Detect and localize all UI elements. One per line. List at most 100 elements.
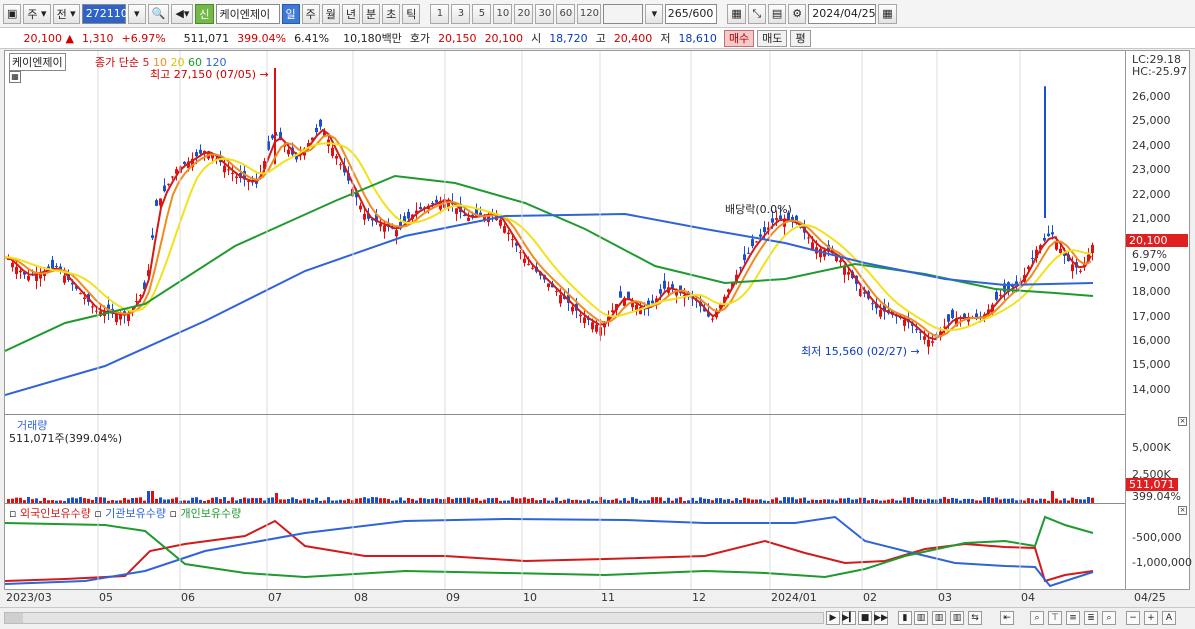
search-icon[interactable]: ⌕ [1030, 611, 1044, 625]
tab-day[interactable]: 일 [281, 3, 300, 24]
panel-divider[interactable] [5, 503, 1125, 504]
chart-type-icon[interactable]: ▦ [727, 3, 746, 24]
x-label: 2024/01 [771, 591, 817, 604]
period-60[interactable]: 60 [556, 3, 576, 24]
candle-body [595, 324, 598, 332]
volume-bar [839, 498, 842, 503]
volume-bar [55, 500, 58, 503]
chart-bars-icon[interactable]: ▥ [932, 611, 946, 625]
volume-bar [215, 497, 218, 503]
average-button[interactable]: 평 [790, 29, 811, 47]
collapse-icon[interactable]: ⇤ [1000, 611, 1014, 625]
candle-body [455, 208, 458, 214]
candle-body [531, 267, 534, 269]
lines-icon[interactable]: ≡ [1066, 611, 1080, 625]
panel-divider[interactable] [5, 414, 1125, 415]
period-20[interactable]: 20 [514, 3, 534, 24]
volume-bar [139, 497, 142, 503]
search-icon[interactable]: 🔍 [147, 3, 170, 24]
panel-close-icon[interactable]: × [1178, 417, 1187, 426]
scrollbar-track[interactable] [4, 612, 824, 624]
volume-bar [635, 498, 638, 503]
zoom-in-icon[interactable]: + [1144, 611, 1158, 625]
candle-body [467, 217, 470, 221]
zoom-out-icon[interactable]: − [1126, 611, 1140, 625]
candle-body [1035, 249, 1038, 259]
pin-icon[interactable]: ⊤ [1048, 611, 1062, 625]
tab-week[interactable]: 주 [301, 3, 320, 24]
tab-year[interactable]: 년 [341, 3, 361, 24]
tab-minute[interactable]: 분 [362, 3, 381, 24]
period-1[interactable]: 1 [430, 3, 450, 24]
all-select[interactable]: 전 ▾ [52, 3, 80, 24]
table-icon[interactable]: ▦ [9, 71, 21, 83]
chart-bars-icon[interactable]: ▥ [914, 611, 928, 625]
tab-second[interactable]: 초 [382, 3, 401, 24]
volume-bar [951, 497, 954, 503]
stop-icon[interactable]: ■ [858, 611, 872, 625]
stock-name-tag[interactable]: 케이엔제이 [9, 53, 66, 71]
candle-body [403, 216, 406, 223]
volume-bar [1083, 499, 1086, 503]
tab-tick[interactable]: 틱 [402, 3, 421, 24]
high-annotation: 최고 27,150 (07/05) → [150, 66, 269, 82]
chart-canvas[interactable] [5, 51, 1125, 589]
lines-icon[interactable]: ≣ [1084, 611, 1098, 625]
calendar-icon[interactable]: ▦ [878, 3, 897, 24]
candle-body [859, 288, 862, 297]
period-3[interactable]: 3 [451, 3, 471, 24]
date-input[interactable]: 2024/04/25 [808, 3, 877, 24]
chart-layout-icon[interactable]: ▤ [767, 3, 787, 24]
stock-code-input[interactable]: 272110 [81, 3, 128, 24]
candle-body [315, 127, 318, 133]
scroll-left-icon[interactable] [5, 613, 23, 623]
tab-month[interactable]: 월 [321, 3, 340, 24]
settings-gear-icon[interactable]: ⚙ [788, 3, 807, 24]
candle-body [19, 270, 22, 273]
market-select[interactable]: 주 ▾ [23, 3, 51, 24]
period-custom-input[interactable] [603, 3, 644, 24]
count-field[interactable]: 265/600 [665, 3, 718, 24]
period-30[interactable]: 30 [535, 3, 555, 24]
volume-bar [555, 497, 558, 503]
magnify-icon[interactable]: ⌕ [1102, 611, 1116, 625]
speaker-icon[interactable]: ◀▾ [171, 3, 194, 24]
candle-body [151, 235, 154, 239]
next-icon[interactable]: ▶▎ [842, 611, 856, 625]
volume-bar [203, 500, 206, 503]
fast-forward-icon[interactable]: ▶▶ [874, 611, 888, 625]
market-label: 주 [27, 7, 38, 21]
candle-body [747, 252, 750, 254]
panel-close-icon[interactable]: × [1178, 506, 1187, 515]
volume-bar [851, 499, 854, 503]
volume-bar [39, 500, 42, 503]
draw-tool-icon[interactable]: ⤡ [747, 3, 766, 24]
candle-body [383, 225, 386, 232]
candle-body [311, 137, 314, 141]
institution-holdings-label: 기관보유수량 [105, 507, 167, 520]
period-10[interactable]: 10 [493, 3, 513, 24]
period-120[interactable]: 120 [577, 3, 602, 24]
chart-area[interactable]: 케이엔제이 종가 단순 5 10 20 60 120 ▦ 최고 27,150 (… [4, 50, 1126, 590]
window-icon[interactable]: ▣ [3, 3, 22, 24]
candle-body [487, 214, 490, 222]
period-5[interactable]: 5 [472, 3, 492, 24]
period-dropdown-button[interactable]: ▾ [645, 3, 664, 24]
font-size-icon[interactable]: A [1162, 611, 1176, 625]
volume-bar [815, 499, 818, 503]
code-dropdown-button[interactable]: ▾ [127, 3, 146, 24]
candle-body [1015, 281, 1018, 285]
volume-bar [583, 500, 586, 503]
chart-bars-icon[interactable]: ▥ [950, 611, 964, 625]
scroll-bar-icon[interactable]: ▮ [898, 611, 912, 625]
expand-icon[interactable]: ⇆ [968, 611, 982, 625]
ma-legend[interactable]: 종가 단순 5 10 20 60 120 [95, 54, 226, 70]
sell-button[interactable]: 매도 [757, 29, 788, 47]
volume-bar [779, 500, 782, 503]
buy-button[interactable]: 매수 [723, 29, 755, 47]
volume-bar [355, 498, 358, 503]
volume-bar [515, 498, 518, 503]
volume-bar [267, 497, 270, 503]
low-annotation: 최저 15,560 (02/27) → [801, 343, 920, 359]
play-icon[interactable]: ▶ [826, 611, 840, 625]
